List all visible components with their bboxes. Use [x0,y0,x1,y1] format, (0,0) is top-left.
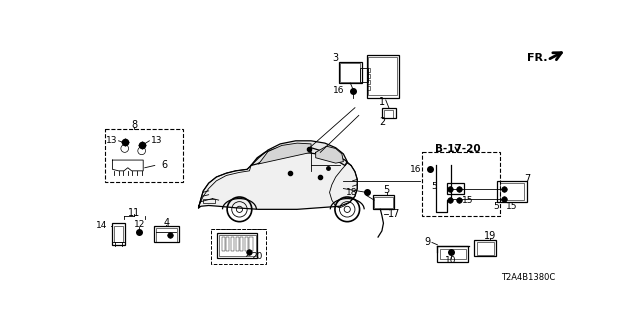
Text: 18: 18 [346,188,357,197]
Text: 13: 13 [151,136,163,145]
Bar [384,110,394,118]
Polygon shape [198,146,357,209]
Bar [217,233,257,258]
Text: 5: 5 [383,185,390,195]
Text: 3: 3 [332,53,338,63]
Bar [339,61,362,83]
Bar [497,181,527,203]
Bar [105,129,183,182]
Bar [422,152,500,215]
Polygon shape [259,143,311,164]
Bar [240,237,243,251]
Text: 11: 11 [128,208,140,218]
Text: 20: 20 [251,252,262,261]
Text: 15: 15 [462,196,474,204]
Bar [113,223,125,245]
Bar [437,246,468,262]
Text: 6: 6 [162,160,168,171]
Bar [204,198,215,203]
Text: 4: 4 [163,218,170,228]
Bar [114,226,123,243]
Bar [500,183,524,200]
Text: 7: 7 [524,174,531,184]
Text: 9: 9 [424,237,431,247]
Text: 14: 14 [97,221,108,230]
Bar [367,74,371,78]
Bar [221,237,225,251]
Bar [227,237,230,251]
Bar [231,237,234,251]
Bar [477,243,493,255]
Bar [368,57,397,95]
Bar [367,55,399,98]
Text: 13: 13 [106,136,117,145]
Polygon shape [316,146,344,163]
Text: B-17-20: B-17-20 [435,143,480,154]
Text: 16: 16 [410,165,421,174]
Bar [250,237,253,251]
Bar [211,229,266,264]
Bar [156,228,177,242]
Text: 5: 5 [493,202,499,211]
Text: 8: 8 [131,120,137,130]
Text: 10: 10 [445,256,457,265]
Polygon shape [251,141,348,165]
Bar [440,249,466,260]
Text: 15: 15 [506,202,517,211]
Text: 19: 19 [484,231,496,241]
Text: FR.: FR. [527,53,547,63]
Text: 5: 5 [431,182,437,191]
Bar [447,183,463,194]
Bar [474,240,496,256]
Bar [372,196,394,209]
Bar [236,237,239,251]
Bar [245,237,248,251]
Bar [374,197,393,208]
Bar [382,108,396,118]
Bar [360,68,368,82]
Bar [367,86,371,90]
Text: 16: 16 [333,86,345,95]
Bar [367,68,371,71]
Bar [340,63,360,82]
Text: 17: 17 [388,209,401,219]
Text: 12: 12 [134,220,145,229]
Text: T2A4B1380C: T2A4B1380C [501,273,556,282]
Bar [154,226,179,243]
Text: 1: 1 [379,97,385,107]
Bar [367,80,371,84]
Bar [219,235,255,256]
Text: 2: 2 [379,116,385,126]
